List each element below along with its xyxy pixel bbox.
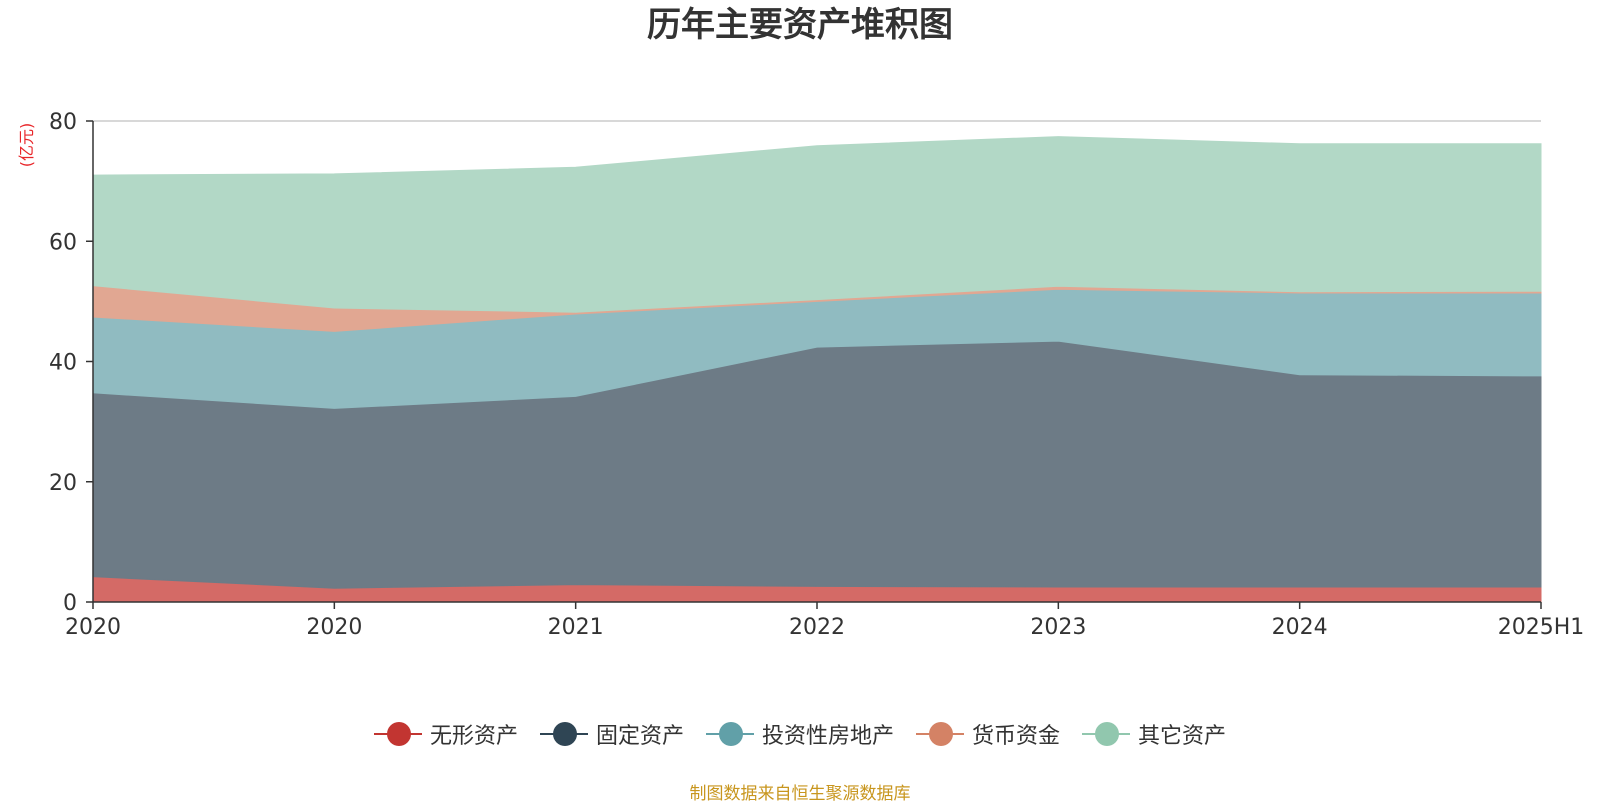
legend-item[interactable]: 无形资产 [373, 718, 518, 750]
x-tick-label: 2023 [1030, 615, 1086, 640]
legend-marker-icon [1082, 721, 1131, 747]
y-axis-unit-label: (亿元) [17, 123, 36, 168]
legend-item[interactable]: 投资性房地产 [705, 718, 894, 750]
legend-marker-icon [916, 721, 964, 747]
x-tick-label: 2024 [1272, 615, 1328, 640]
x-tick-label: 2021 [548, 615, 604, 640]
y-tick-label: 40 [49, 351, 77, 376]
source-note: 制图数据来自恒生聚源数据库 [689, 784, 911, 804]
legend-label: 货币资金 [972, 724, 1061, 749]
legend-item[interactable]: 货币资金 [916, 718, 1060, 750]
legend-label: 固定资产 [595, 724, 684, 749]
legend: 无形资产 固定资产 投资性房地产 货币资金 其它资产 [0, 717, 1600, 751]
area-series-5 [92, 136, 1542, 313]
chart-title: 历年主要资产堆积图 [647, 5, 953, 45]
x-tick-label: 2020 [65, 615, 121, 640]
x-tick-label: 2025H1 [1498, 615, 1585, 640]
y-tick-label: 80 [49, 110, 77, 135]
x-tick-label: 2020 [306, 615, 362, 640]
legend-label: 其它资产 [1138, 724, 1227, 749]
y-tick-label: 0 [63, 591, 77, 616]
x-tick-label: 2022 [789, 615, 845, 640]
legend-item[interactable]: 其它资产 [1082, 718, 1226, 750]
legend-marker-icon [705, 721, 754, 747]
legend-label: 投资性房地产 [761, 724, 894, 749]
legend-item[interactable]: 固定资产 [539, 718, 684, 750]
legend-marker-icon [373, 721, 422, 747]
legend-marker-icon [539, 721, 588, 747]
legend-label: 无形资产 [429, 724, 518, 749]
y-tick-label: 20 [49, 471, 77, 496]
y-tick-label: 60 [49, 230, 77, 255]
